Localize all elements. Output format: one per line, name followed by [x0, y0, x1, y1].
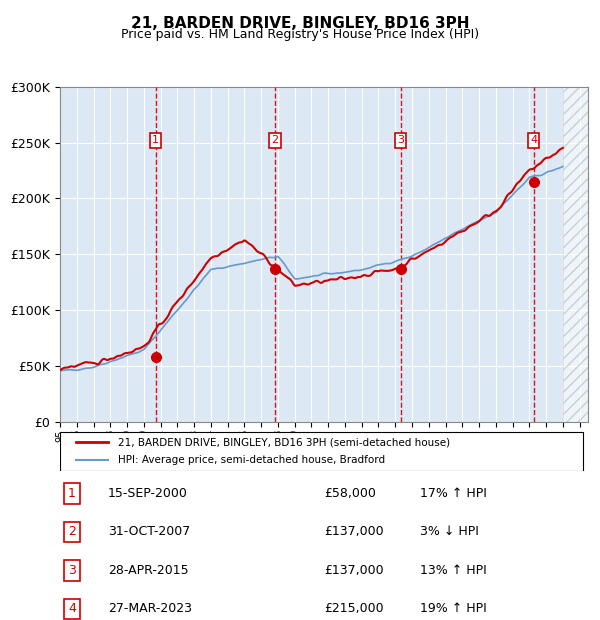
HPI: Average price, semi-detached house, Bradford: (2.01e+03, 1.4e+05): Average price, semi-detached house, Brad… [373, 262, 380, 269]
Text: 21, BARDEN DRIVE, BINGLEY, BD16 3PH (semi-detached house): 21, BARDEN DRIVE, BINGLEY, BD16 3PH (sem… [118, 437, 450, 447]
Text: 15-SEP-2000: 15-SEP-2000 [108, 487, 188, 500]
Text: 3: 3 [68, 564, 76, 577]
Text: 2: 2 [68, 526, 76, 538]
HPI: Average price, semi-detached house, Bradford: (2.02e+03, 2.29e+05): Average price, semi-detached house, Brad… [559, 162, 566, 170]
Text: £58,000: £58,000 [324, 487, 376, 500]
Text: Price paid vs. HM Land Registry's House Price Index (HPI): Price paid vs. HM Land Registry's House … [121, 28, 479, 41]
21, BARDEN DRIVE, BINGLEY, BD16 3PH (semi-detached house) [56, 366, 64, 374]
HPI: Average price, semi-detached house, Bradford: (2e+03, 4.55e+04): Average price, semi-detached house, Brad… [56, 367, 64, 374]
21, BARDEN DRIVE, BINGLEY, BD16 3PH (semi-detached house) [117, 352, 124, 360]
21, BARDEN DRIVE, BINGLEY, BD16 3PH (semi-detached house) [256, 249, 263, 256]
Text: £215,000: £215,000 [324, 603, 383, 615]
Text: 1: 1 [68, 487, 76, 500]
21, BARDEN DRIVE, BINGLEY, BD16 3PH (semi-detached house) [422, 249, 429, 256]
Text: 19% ↑ HPI: 19% ↑ HPI [420, 603, 487, 615]
Text: HPI: Average price, semi-detached house, Bradford: HPI: Average price, semi-detached house,… [118, 455, 385, 465]
HPI: Average price, semi-detached house, Bradford: (2.02e+03, 1.54e+05): Average price, semi-detached house, Brad… [422, 246, 429, 253]
Text: 17% ↑ HPI: 17% ↑ HPI [420, 487, 487, 500]
Text: 27-MAR-2023: 27-MAR-2023 [108, 603, 192, 615]
HPI: Average price, semi-detached house, Bradford: (2.02e+03, 1.53e+05): Average price, semi-detached house, Brad… [419, 247, 427, 254]
Text: 1: 1 [152, 135, 159, 145]
Line: 21, BARDEN DRIVE, BINGLEY, BD16 3PH (semi-detached house): 21, BARDEN DRIVE, BINGLEY, BD16 3PH (sem… [60, 148, 563, 370]
21, BARDEN DRIVE, BINGLEY, BD16 3PH (semi-detached house) [220, 248, 227, 255]
Text: £137,000: £137,000 [324, 564, 383, 577]
Text: £137,000: £137,000 [324, 526, 383, 538]
Line: HPI: Average price, semi-detached house, Bradford: HPI: Average price, semi-detached house,… [60, 166, 563, 371]
Text: 3% ↓ HPI: 3% ↓ HPI [420, 526, 479, 538]
Text: 4: 4 [530, 135, 537, 145]
HPI: Average price, semi-detached house, Bradford: (2e+03, 1.38e+05): Average price, semi-detached house, Brad… [220, 264, 227, 272]
FancyBboxPatch shape [60, 432, 583, 471]
HPI: Average price, semi-detached house, Bradford: (2e+03, 5.68e+04): Average price, semi-detached house, Brad… [117, 355, 124, 362]
Text: 2: 2 [271, 135, 278, 145]
Text: 31-OCT-2007: 31-OCT-2007 [108, 526, 190, 538]
Text: 28-APR-2015: 28-APR-2015 [108, 564, 188, 577]
Text: 13% ↑ HPI: 13% ↑ HPI [420, 564, 487, 577]
21, BARDEN DRIVE, BINGLEY, BD16 3PH (semi-detached house) [373, 267, 380, 275]
Text: 4: 4 [68, 603, 76, 615]
21, BARDEN DRIVE, BINGLEY, BD16 3PH (semi-detached house) [559, 144, 566, 152]
21, BARDEN DRIVE, BINGLEY, BD16 3PH (semi-detached house) [419, 250, 427, 257]
Text: 21, BARDEN DRIVE, BINGLEY, BD16 3PH: 21, BARDEN DRIVE, BINGLEY, BD16 3PH [131, 16, 469, 30]
Text: 3: 3 [397, 135, 404, 145]
Bar [563, 87, 588, 422]
HPI: Average price, semi-detached house, Bradford: (2.01e+03, 1.45e+05): Average price, semi-detached house, Brad… [256, 256, 263, 264]
